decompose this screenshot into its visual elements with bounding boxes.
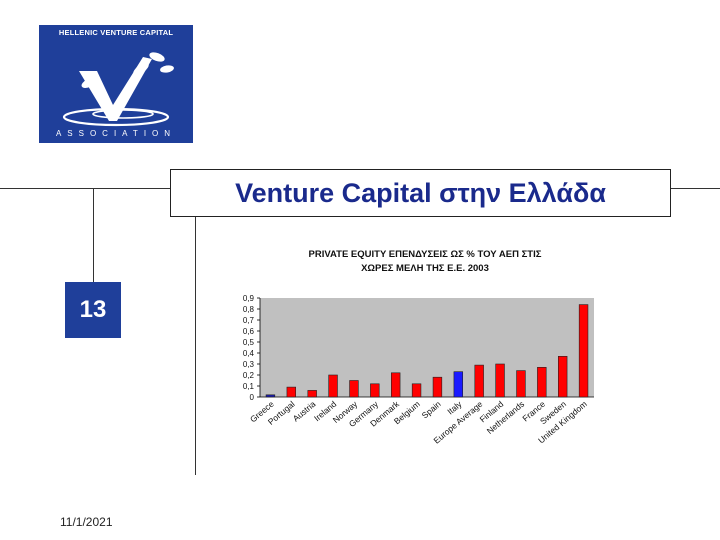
bar (411, 383, 422, 398)
bar (537, 367, 547, 398)
bar (349, 380, 359, 398)
logo-top-text: HELLENIC VENTURE CAPITAL (58, 28, 174, 37)
vertical-rule-upper (93, 188, 94, 282)
right-horizontal-rule (671, 188, 720, 189)
bar (432, 376, 443, 398)
slide-number: 13 (65, 282, 121, 338)
bar (391, 372, 401, 398)
bar (474, 364, 484, 398)
y-tick-label: 0,4 (243, 349, 255, 358)
bar (286, 386, 296, 398)
vertical-rule-right (195, 217, 196, 475)
bar (578, 304, 589, 398)
bar (516, 370, 526, 398)
y-tick-label: 0,8 (243, 305, 255, 314)
y-tick-label: 0,5 (243, 338, 255, 347)
bar (307, 390, 317, 398)
x-tick-label: Austria (291, 399, 318, 424)
x-tick-label: Spain (420, 399, 443, 421)
y-tick-label: 0 (250, 393, 255, 402)
y-tick-label: 0,2 (243, 371, 255, 380)
y-tick-label: 0,1 (243, 382, 255, 391)
y-tick-label: 0,9 (243, 294, 255, 303)
bar (265, 394, 276, 398)
y-tick-label: 0,6 (243, 327, 255, 336)
bar (495, 363, 505, 398)
y-tick-label: 0,7 (243, 316, 255, 325)
bar (328, 374, 338, 398)
slide-title-box: Venture Capital στην Ελλάδα (170, 169, 671, 217)
logo-emblem-icon (62, 52, 174, 127)
bar (453, 371, 463, 398)
chart-title-line: PRIVATE EQUITY ΕΠΕΝΔΥΣΕΙΣ ΩΣ % ΤΟΥ ΑΕΠ Σ… (309, 249, 542, 260)
private-equity-bar-chart: PRIVATE EQUITY ΕΠΕΝΔΥΣΕΙΣ ΩΣ % ΤΟΥ ΑΕΠ Σ… (243, 249, 594, 446)
chart-title-line: ΧΩΡΕΣ ΜΕΛΗ ΤΗΣ Ε.Ε. 2003 (361, 263, 489, 274)
bar (558, 356, 568, 398)
bar (370, 383, 380, 398)
slide-title: Venture Capital στην Ελλάδα (235, 178, 606, 208)
hvca-logo: HELLENIC VENTURE CAPITAL ASSOCIATION (39, 25, 193, 143)
y-tick-label: 0,3 (243, 360, 255, 369)
logo-bottom-text: ASSOCIATION (55, 129, 177, 138)
slide-date: 11/1/2021 (60, 515, 113, 529)
left-horizontal-rule (0, 188, 170, 189)
